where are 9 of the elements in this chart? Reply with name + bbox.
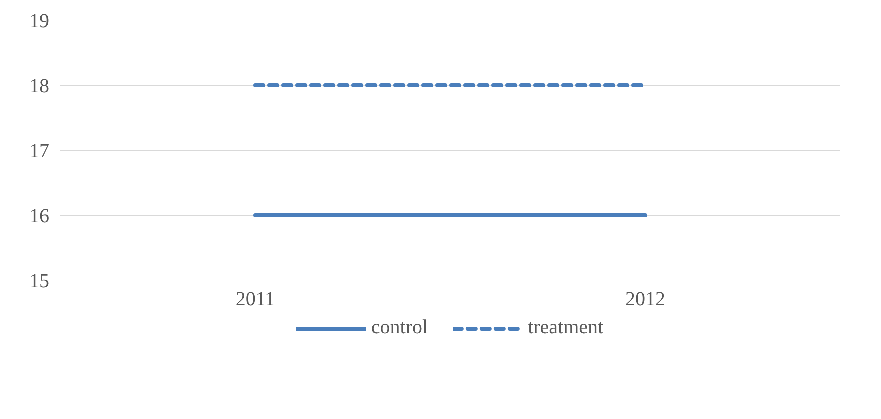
y-tick-label: 16 — [30, 206, 50, 228]
x-tick-label: 2011 — [236, 288, 276, 310]
y-tick-label: 19 — [30, 10, 50, 32]
x-tick-label: 2012 — [626, 288, 666, 310]
y-tick-label: 17 — [30, 140, 50, 162]
legend-label: control — [371, 316, 428, 340]
y-tick-label: 18 — [30, 76, 50, 98]
legend-label: treatment — [528, 316, 604, 340]
y-tick-label: 15 — [30, 270, 50, 292]
